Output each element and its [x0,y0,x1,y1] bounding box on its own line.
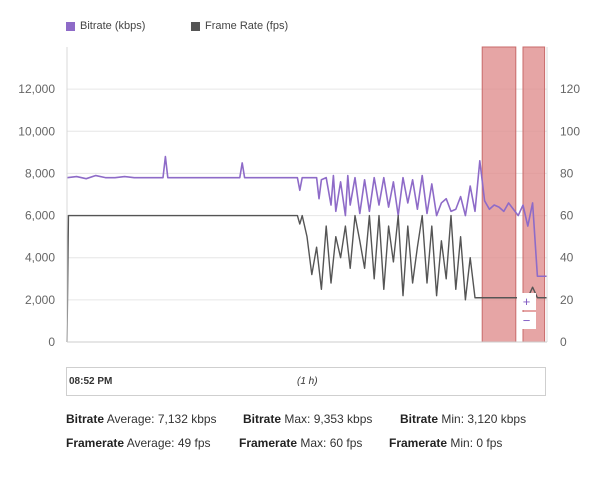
y-right-tick-label: 40 [560,251,574,265]
chart-axes: 0 2,000 4,000 6,000 8,000 10,000 12,000 0 20 40 60… [18,47,580,349]
stat-framerate-average: Framerate Average: 49 fps [66,436,211,450]
stat-label: Framerate [66,436,125,450]
zoom-out-button[interactable]: − [517,312,536,329]
stat-label: Bitrate [400,412,439,426]
y-right-tick-label: 100 [560,124,580,138]
y-left-tick-label: 4,000 [25,251,55,265]
legend-label-bitrate: Bitrate (kbps) [80,20,146,32]
y-right-tick-label: 0 [560,335,567,349]
stat-bitrate-average: Bitrate Average: 7,132 kbps [66,412,217,426]
alert-band [481,46,517,343]
stat-label: Framerate [239,436,298,450]
framerate-swatch [191,21,200,31]
y-left-tick-label: 12,000 [18,82,55,96]
stat-framerate-min: Framerate Min: 0 fps [389,436,502,450]
stat-value: Average: 7,132 kbps [106,412,217,426]
framerate-line [66,214,547,343]
bitrate-framerate-chart: 0 2,000 4,000 6,000 8,000 10,000 12,000 0 20 40 60… [18,46,580,349]
zoom-in-button[interactable]: + [517,293,536,310]
timeline-start-label: 08:52 PM [69,376,113,387]
y-left-tick-label: 2,000 [25,293,55,307]
stat-label: Framerate [389,436,448,450]
stat-value: Average: 49 fps [126,436,211,450]
stat-label: Bitrate [243,412,282,426]
y-left-tick-label: 10,000 [18,124,55,138]
chart-series [66,155,547,343]
bitrate-swatch [66,21,75,31]
stat-value: Max: 9,353 kbps [284,412,373,426]
chart-grid [67,88,547,301]
y-left-tick-label: 8,000 [25,166,55,180]
stat-value: Min: 3,120 kbps [441,412,527,426]
stat-value: Max: 60 fps [300,436,363,450]
y-right-tick-label: 60 [560,209,574,223]
legend-item-bitrate[interactable]: Bitrate (kbps) [66,20,145,32]
legend-label-framerate: Frame Rate (fps) [205,20,289,32]
y-right-tick-label: 120 [560,82,580,96]
stat-bitrate-max: Bitrate Max: 9,353 kbps [243,412,372,426]
stat-value: Min: 0 fps [450,436,503,450]
y-right-tick-label: 80 [560,166,574,180]
alert-bands [481,46,546,343]
legend-item-framerate[interactable]: Frame Rate (fps) [191,20,288,32]
bitrate-line [66,155,547,278]
stat-bitrate-min: Bitrate Min: 3,120 kbps [400,412,526,426]
y-right-tick-label: 20 [560,293,574,307]
y-left-tick-label: 0 [48,335,55,349]
stat-label: Bitrate [66,412,105,426]
timeline-span-label: (1 h) [297,376,318,387]
timeline-navigator[interactable]: 08:52 PM (1 h) [66,367,546,396]
stat-framerate-max: Framerate Max: 60 fps [239,436,362,450]
y-left-tick-label: 6,000 [25,209,55,223]
